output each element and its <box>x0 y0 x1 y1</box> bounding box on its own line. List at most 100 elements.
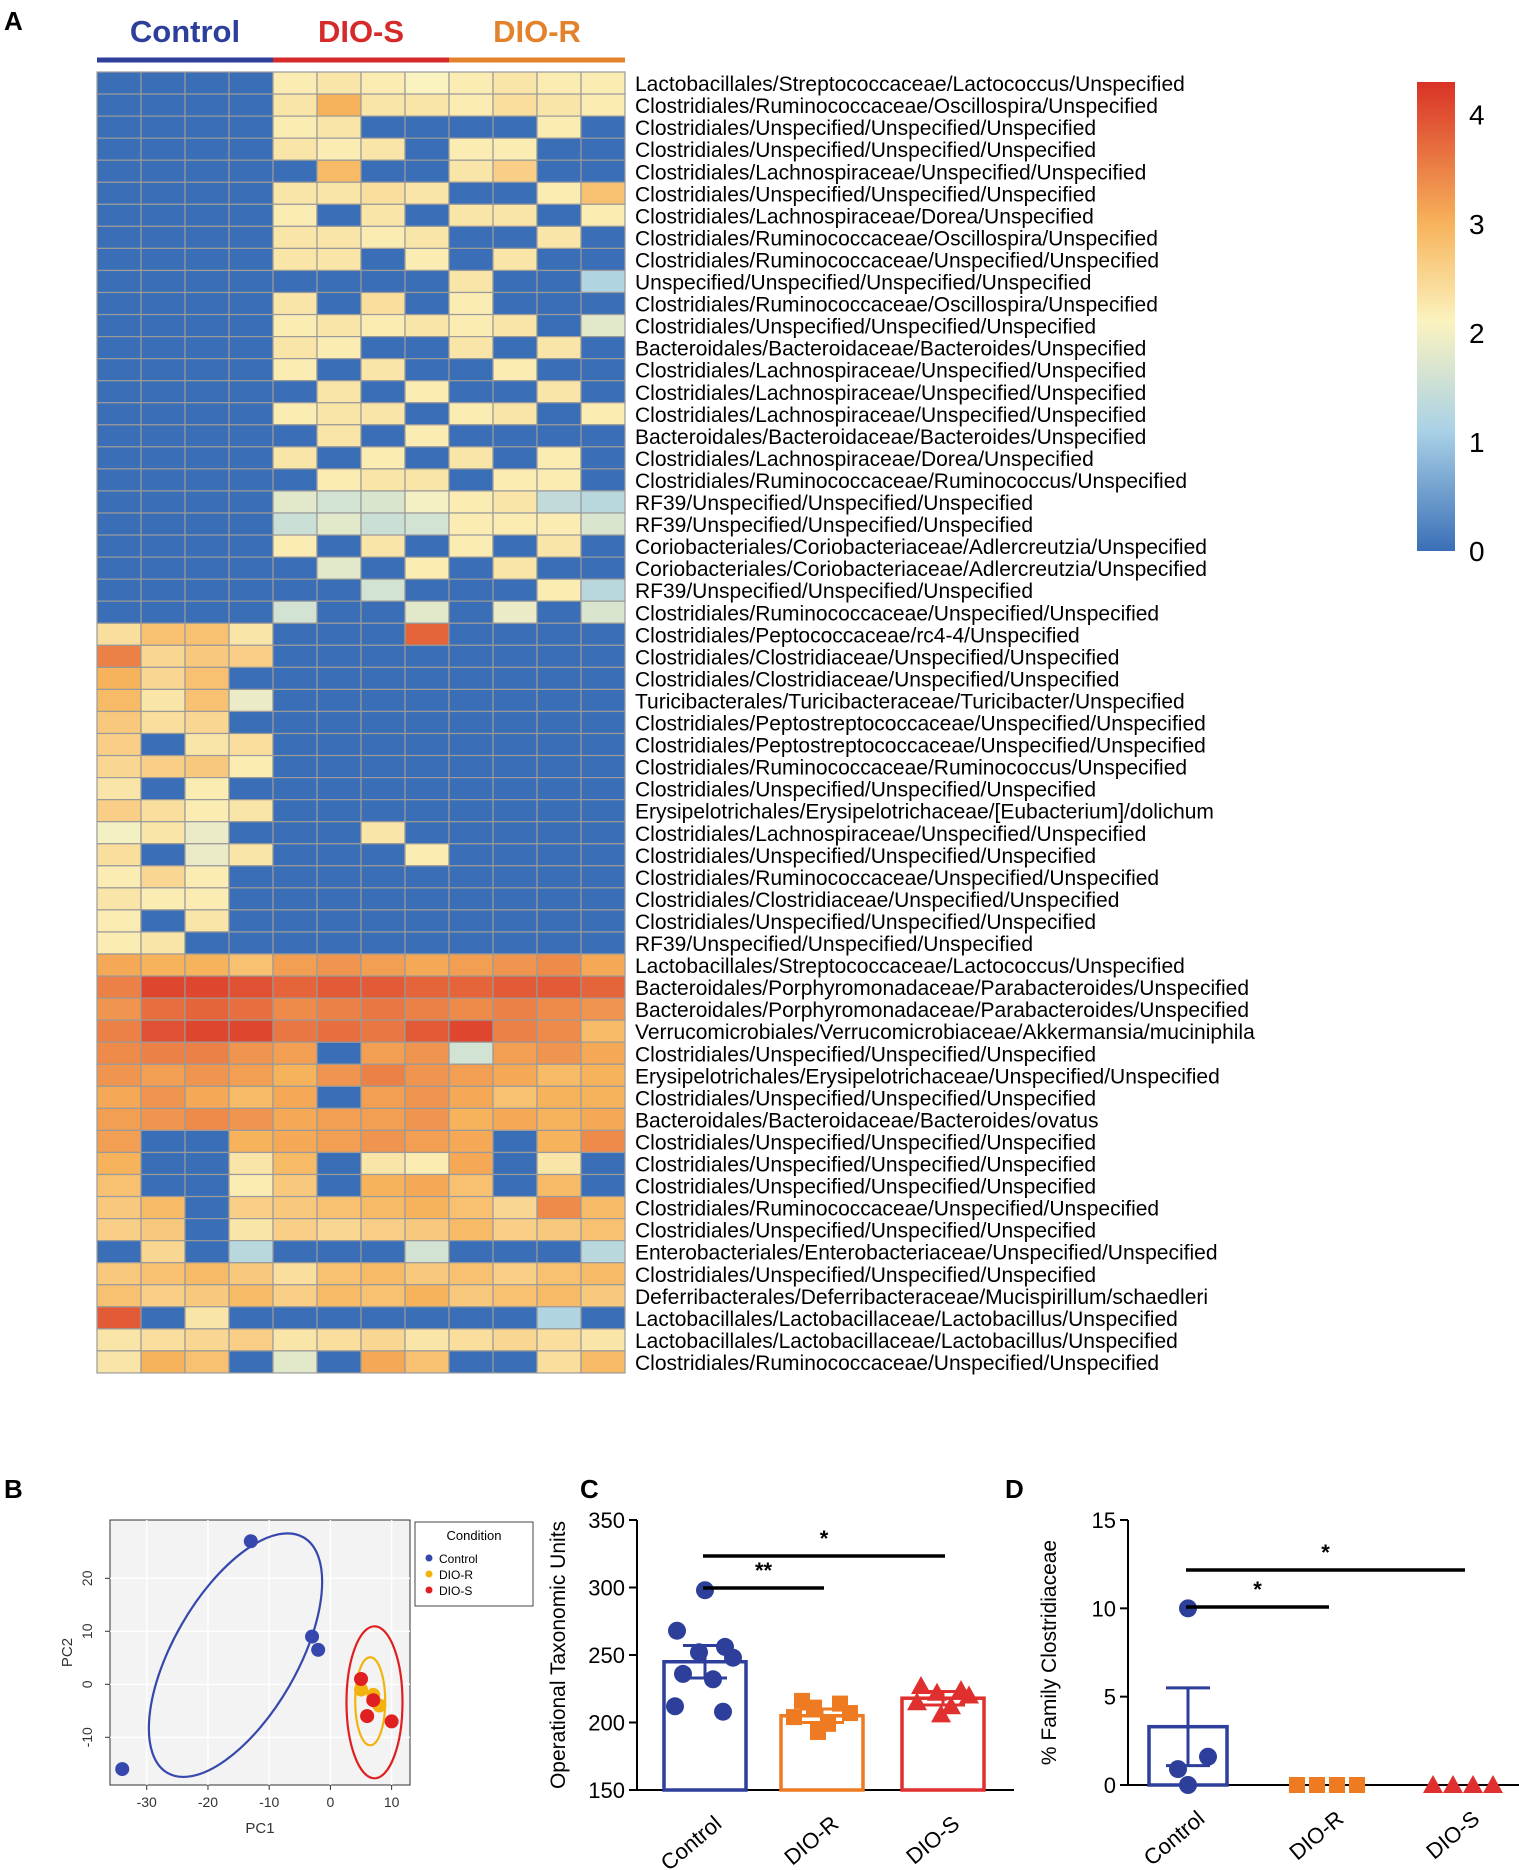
heatmap-cell <box>360 1350 406 1374</box>
heatmap-cell <box>404 1151 450 1176</box>
heatmap-cell <box>140 1262 186 1286</box>
heatmap-cell <box>360 776 406 801</box>
heatmap-row-label: Coriobacteriales/Coriobacteriaceae/Adler… <box>635 536 1207 559</box>
heatmap-cell <box>184 843 230 867</box>
heatmap-row-label: Clostridiales/Ruminococcaceae/Unspecifie… <box>635 249 1159 272</box>
heatmap-cell <box>360 754 406 779</box>
x-tick-label: DIO-S <box>1421 1806 1484 1864</box>
heatmap-cell <box>492 556 538 580</box>
heatmap-cell <box>448 688 494 713</box>
heatmap-cell <box>580 1195 626 1220</box>
heatmap-cell <box>316 512 362 536</box>
heatmap-cell <box>316 688 362 713</box>
heatmap-cell <box>96 865 142 889</box>
heatmap-cell <box>360 490 406 514</box>
heatmap-cell <box>580 93 626 117</box>
group-label-dio-s: DIO-S <box>318 14 404 49</box>
heatmap-cell <box>272 843 318 867</box>
heatmap-cell <box>448 534 494 558</box>
heatmap-cell <box>536 1019 582 1043</box>
heatmap-cell <box>448 1151 494 1176</box>
heatmap-cell <box>228 1350 274 1374</box>
heatmap-cell <box>492 1217 538 1242</box>
heatmap-cell <box>536 732 582 757</box>
heatmap-cell <box>448 578 494 602</box>
heatmap-cell <box>448 843 494 867</box>
heatmap-cell <box>580 887 626 911</box>
heatmap-cell <box>492 887 538 911</box>
y-tick-label: 0 <box>1104 1773 1116 1798</box>
heatmap-cell <box>404 710 450 735</box>
heatmap-cell <box>404 115 450 139</box>
heatmap-cell <box>404 578 450 602</box>
y-tick-label: 250 <box>588 1643 625 1668</box>
heatmap-cell <box>536 1041 582 1065</box>
data-point <box>959 1685 979 1704</box>
heatmap-cell <box>580 931 626 955</box>
y-axis-label: % Family Clostridiaceae <box>1038 1540 1061 1765</box>
heatmap-cell <box>404 644 450 668</box>
heatmap-cell <box>228 71 274 95</box>
heatmap-cell <box>316 799 362 823</box>
heatmap-cell <box>580 953 626 977</box>
heatmap-cell <box>536 181 582 205</box>
panel-label-d: D <box>1005 1474 1024 1504</box>
heatmap-cell <box>492 909 538 933</box>
heatmap-cell <box>492 1306 538 1330</box>
heatmap-cell <box>492 358 538 382</box>
heatmap-cell <box>184 1019 230 1043</box>
data-point <box>704 1670 722 1689</box>
heatmap-cell <box>272 1195 318 1220</box>
heatmap-cell <box>492 1195 538 1220</box>
heatmap-row-label: Erysipelotrichales/Erysipelotrichaceae/[… <box>635 801 1214 824</box>
heatmap-row-label: Lactobacillales/Streptococcaceae/Lactoco… <box>635 955 1185 978</box>
heatmap-cell <box>536 688 582 713</box>
heatmap-cell <box>184 512 230 536</box>
heatmap-cell <box>536 402 582 426</box>
data-point <box>907 1692 927 1711</box>
heatmap-cell <box>404 1129 450 1154</box>
pca-y-tick-label: 0 <box>79 1680 95 1688</box>
heatmap-cell <box>492 953 538 977</box>
heatmap-cell <box>448 71 494 95</box>
heatmap-cell <box>448 512 494 536</box>
heatmap-cell <box>580 1217 626 1242</box>
panel-label-c: C <box>580 1474 599 1504</box>
heatmap-cell <box>140 71 186 95</box>
heatmap-cell <box>580 622 626 646</box>
heatmap-cell <box>184 1085 230 1109</box>
heatmap-cell <box>316 909 362 933</box>
heatmap-cell <box>272 776 318 801</box>
heatmap-cell <box>272 490 318 514</box>
heatmap-cell <box>228 710 274 735</box>
heatmap-cell <box>140 137 186 161</box>
heatmap-cell <box>404 534 450 558</box>
heatmap-cell <box>316 1328 362 1352</box>
heatmap-cell <box>492 203 538 227</box>
data-point <box>1309 1777 1325 1793</box>
heatmap-cell <box>316 975 362 999</box>
heatmap-cell <box>492 1129 538 1154</box>
pca-plot: -30 -20 -10 0 10 -10 0 10 20 PC1 PC2 Condition Contr… <box>59 1519 534 1837</box>
heatmap-cell <box>360 424 406 448</box>
heatmap-row-label: Clostridiales/Unspecified/Unspecified/Un… <box>635 1043 1096 1066</box>
heatmap-cell <box>96 556 142 580</box>
heatmap-cell <box>140 115 186 139</box>
x-tick-label: DIO-S <box>901 1811 964 1869</box>
heatmap-row-label: Clostridiales/Unspecified/Unspecified/Un… <box>635 183 1096 206</box>
heatmap-cell <box>536 380 582 404</box>
heatmap-row-label: Clostridiales/Lachnospiraceae/Dorea/Unsp… <box>635 448 1094 471</box>
heatmap-cell <box>184 865 230 889</box>
heatmap-cell <box>580 1328 626 1352</box>
data-point <box>1329 1777 1345 1793</box>
heatmap-cell <box>492 247 538 272</box>
heatmap-cell <box>360 1306 406 1330</box>
heatmap-cell <box>184 688 230 713</box>
heatmap-cell <box>580 1019 626 1043</box>
heatmap-cell <box>316 336 362 360</box>
heatmap-cell <box>580 1085 626 1109</box>
heatmap-cell <box>316 446 362 470</box>
heatmap-cell <box>96 402 142 426</box>
heatmap-cell <box>96 843 142 867</box>
